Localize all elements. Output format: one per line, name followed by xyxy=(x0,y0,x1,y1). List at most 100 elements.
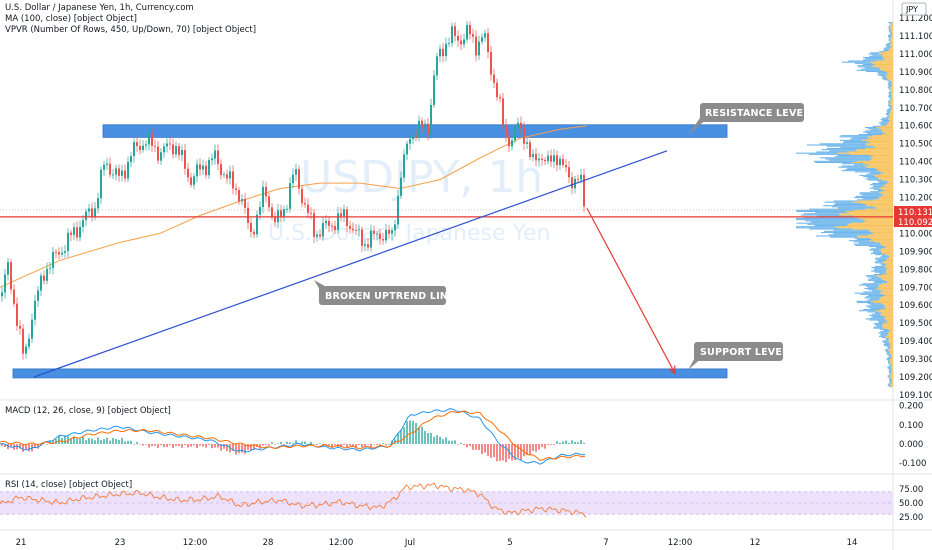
vpvr-bar-up xyxy=(830,236,859,238)
vpvr-bar-down xyxy=(883,325,893,327)
candle-body xyxy=(454,26,456,36)
vpvr-bar-up xyxy=(873,269,888,271)
vpvr-bar-up xyxy=(870,304,885,306)
vpvr-bar-up xyxy=(838,166,867,168)
vpvr-bar-down xyxy=(870,237,893,239)
vpvr-bar-down xyxy=(887,320,893,322)
vpvr-bar-up xyxy=(880,331,890,333)
macd-histogram-bar xyxy=(22,444,24,452)
candle-body xyxy=(346,209,348,227)
support-callout[interactable]: SUPPORT LEVEL xyxy=(688,342,788,370)
macd-signal-line xyxy=(0,410,586,461)
vpvr-bar-down xyxy=(890,46,893,48)
vpvr-bar-down xyxy=(890,91,893,94)
price-tick-label: 110.400 xyxy=(899,158,932,168)
vpvr-bar-up xyxy=(888,88,891,90)
vpvr-bar-up xyxy=(872,54,883,56)
macd-histogram-bar xyxy=(133,444,135,445)
candle-body xyxy=(145,144,147,146)
candle-body xyxy=(223,174,225,176)
macd-histogram-bar xyxy=(331,444,333,448)
candle-body xyxy=(31,319,33,339)
candle-body xyxy=(148,133,150,145)
vpvr-bar-down xyxy=(885,132,893,134)
resistance-callout[interactable]: RESISTANCE LEVEL xyxy=(688,103,809,135)
vpvr-bar-down xyxy=(889,255,893,257)
macd-histogram-bar xyxy=(112,437,114,444)
vpvr-bar-down xyxy=(886,124,893,126)
vpvr-bar-up xyxy=(847,167,876,169)
legend-vpvr[interactable]: VPVR (Number Of Rows, 450, Up/Down, 70) … xyxy=(5,25,257,35)
candle-body xyxy=(343,209,345,217)
vpvr-bar-down xyxy=(891,369,893,371)
candle-body xyxy=(55,251,57,253)
rsi-layer xyxy=(0,482,587,518)
resistance-label: RESISTANCE LEVEL xyxy=(705,108,809,119)
vpvr-bar-up xyxy=(796,222,851,224)
vpvr-bar-down xyxy=(851,161,893,164)
vpvr-bar-down xyxy=(888,117,893,119)
macd-histogram-bar xyxy=(400,430,402,444)
vpvr-bar-down xyxy=(870,137,893,139)
vpvr-bar-up xyxy=(888,84,892,87)
candle-body xyxy=(433,75,435,106)
vpvr-bar-up xyxy=(858,133,882,136)
legend-macd[interactable]: MACD (12, 26, close, 9) [object Object] xyxy=(5,406,171,416)
vpvr-bar-up xyxy=(874,268,887,270)
legend-ma[interactable]: MA (100, close) [object Object] xyxy=(5,14,137,24)
candle-body xyxy=(154,145,156,147)
legend-main[interactable]: U.S. Dollar / Japanese Yen, 1h, Currency… xyxy=(5,3,194,13)
candle-body xyxy=(298,169,300,189)
vpvr-bar-down xyxy=(880,308,893,311)
vpvr-bar-up xyxy=(870,248,882,250)
macd-histogram-bar xyxy=(340,444,342,448)
vpvr-bar-down xyxy=(875,167,893,169)
vpvr-bar-up xyxy=(886,116,890,118)
vpvr-bar-up xyxy=(872,315,885,318)
macd-histogram-bar xyxy=(151,444,153,447)
vpvr-bar-down xyxy=(882,326,893,328)
currency-badge[interactable] xyxy=(901,2,927,16)
macd-tick: 0.000 xyxy=(899,440,923,450)
vpvr-bar-up xyxy=(824,201,853,203)
candle-body xyxy=(226,174,228,179)
candle-body xyxy=(490,51,492,75)
candle-body xyxy=(199,164,201,170)
vpvr-bar-up xyxy=(889,381,892,383)
candle-body xyxy=(376,233,378,235)
macd-histogram-bar xyxy=(460,442,462,444)
macd-tick-label: 0.100 xyxy=(899,421,923,431)
vpvr-bar-up xyxy=(887,101,891,103)
uptrend-callout[interactable]: BROKEN UPTREND LINE xyxy=(314,280,455,305)
candle-body xyxy=(217,150,219,165)
candle-body xyxy=(229,171,231,179)
vpvr-bar-up xyxy=(867,177,879,179)
macd-histogram-bar xyxy=(154,444,156,446)
vpvr-bar-up xyxy=(820,231,872,234)
macd-histogram-bar xyxy=(541,444,543,448)
candle-body xyxy=(253,231,255,235)
vpvr-bar-up xyxy=(889,373,892,375)
vpvr-bar-up xyxy=(854,164,870,166)
vpvr-bar-up xyxy=(888,370,892,372)
price-badge-lower-text: 110.092 xyxy=(898,218,932,228)
vpvr-bar-up xyxy=(809,208,865,210)
vpvr-bar-up xyxy=(833,200,858,202)
vpvr-bar-down xyxy=(865,220,893,222)
vpvr-bar-up xyxy=(884,345,890,347)
legend-rsi[interactable]: RSI (14, close) [object Object] xyxy=(5,480,133,490)
time-tick-label: 12:00 xyxy=(668,538,693,548)
vpvr-bar-down xyxy=(878,178,893,180)
vpvr-bar-down xyxy=(890,110,893,112)
candle-body xyxy=(502,98,504,126)
vpvr-bar-up xyxy=(890,98,892,101)
price-tick-label: 110.700 xyxy=(899,104,932,114)
vpvr-bar-down xyxy=(880,171,893,173)
vpvr-bar-down xyxy=(891,98,893,101)
vpvr-bar-up xyxy=(887,87,891,89)
candle-body xyxy=(127,162,129,179)
vpvr-bar-up xyxy=(819,143,866,145)
candle-body xyxy=(46,268,48,281)
macd-histogram-bar xyxy=(232,444,234,451)
vpvr-bar-up xyxy=(889,31,892,33)
